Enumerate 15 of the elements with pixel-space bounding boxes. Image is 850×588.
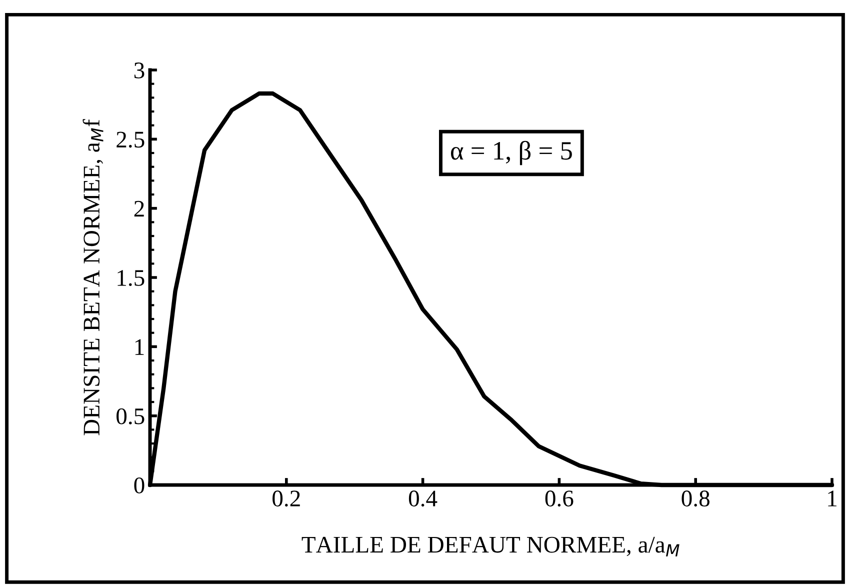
y-tick-label: 0: [134, 477, 144, 494]
annotation: α = 1, β = 5: [450, 140, 572, 166]
y-tick-label: 0.5: [116, 408, 144, 424]
x-tick-label: 1: [828, 490, 836, 506]
y-tick-label: 1: [135, 339, 144, 355]
x-tick-label: 0.4: [408, 490, 438, 507]
y-axis-title: DENSITE BETA NORMEE, a$_{M}$f: [82, 119, 104, 436]
x-tick-label: 0.6: [545, 490, 574, 507]
x-axis-title: TAILLE DE DEFAUT NORMEE, a/a$_{M}$: [302, 536, 680, 556]
y-tick-label: 2: [134, 200, 144, 217]
y-tick-label: 3: [134, 62, 144, 78]
x-tick-label: 0.8: [682, 490, 710, 507]
x-tick-label: 0.2: [272, 490, 300, 507]
y-tick-label: 1.5: [118, 270, 144, 286]
y-tick-label: 2.5: [116, 132, 144, 148]
